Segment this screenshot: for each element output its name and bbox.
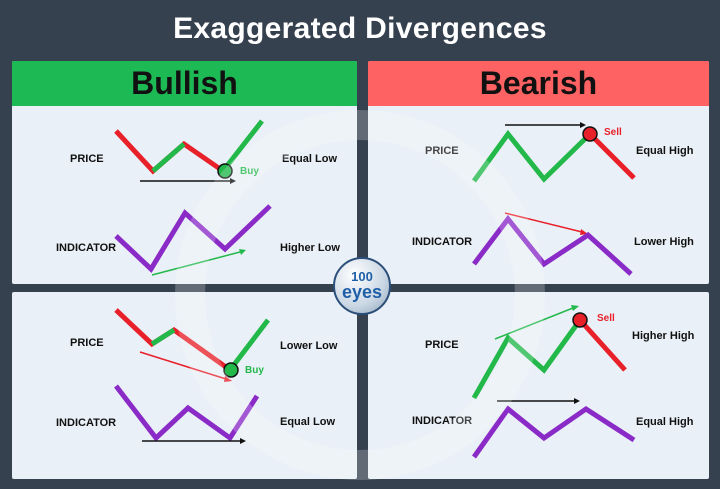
indicator-line <box>114 204 272 273</box>
buy-signal-dot <box>223 362 239 378</box>
indicator-trend-arrow <box>151 251 241 276</box>
buy-signal-label: Buy <box>240 166 259 177</box>
price-line-down <box>114 308 232 373</box>
price-line-drop <box>588 132 636 180</box>
indicator-description: Higher Low <box>280 242 340 254</box>
indicator-trend-arrow <box>504 212 583 233</box>
indicator-line <box>114 384 260 442</box>
sell-signal-label: Sell <box>604 127 622 138</box>
logo-word: eyes <box>341 282 383 302</box>
indicator-label: INDICATOR <box>56 417 117 429</box>
indicator-label: INDICATOR <box>56 242 117 254</box>
price-description: Higher High <box>632 330 695 342</box>
bearish-top-chart <box>471 122 636 276</box>
buy-signal-label: Buy <box>245 365 264 376</box>
price-description: Equal High <box>636 145 694 157</box>
indicator-label: INDICATOR <box>412 415 473 427</box>
price-line-down <box>114 129 225 175</box>
bullish-bottom-chart <box>114 308 270 444</box>
indicator-description: Lower High <box>634 236 694 248</box>
buy-signal-dot <box>217 163 233 179</box>
price-line-rebound <box>228 318 270 372</box>
panel-bearish-equal-high: Bearish PRICE Equal High Sell INDICATOR … <box>368 61 709 284</box>
panel-bullish-equal-low: Bullish PRICE Equal Low Buy INDICATOR Hi… <box>12 61 357 284</box>
panel-bearish-higher-high: PRICE Higher High Sell INDICATOR Equal H… <box>368 292 709 479</box>
indicator-description: Equal High <box>636 416 694 428</box>
price-line-up <box>151 142 186 173</box>
indicator-description: Equal Low <box>280 416 335 428</box>
price-description: Equal Low <box>282 153 337 165</box>
indicator-label: INDICATOR <box>412 236 473 248</box>
price-line-up <box>471 129 592 183</box>
price-trend-arrow <box>139 351 227 380</box>
sell-signal-dot <box>582 126 598 142</box>
bearish-bottom-chart <box>471 305 636 459</box>
price-label: PRICE <box>425 145 459 157</box>
price-line-up <box>471 318 583 400</box>
bullish-top-chart <box>114 119 272 276</box>
price-label: PRICE <box>70 337 104 349</box>
brand-logo: 100 eyes <box>333 257 391 315</box>
price-description: Lower Low <box>280 340 338 352</box>
price-line-drop <box>578 318 627 372</box>
indicator-line <box>471 405 636 459</box>
logo-number: 100 <box>351 269 373 284</box>
price-label: PRICE <box>70 153 104 165</box>
panel-bullish-lower-low: PRICE Lower Low Buy INDICATOR Equal Low <box>12 292 357 479</box>
indicator-line <box>472 214 633 276</box>
price-trend-arrow <box>494 307 574 340</box>
sell-signal-dot <box>572 312 588 328</box>
bullish-header: Bullish <box>12 61 357 106</box>
bearish-header: Bearish <box>368 61 709 106</box>
sell-signal-label: Sell <box>597 313 615 324</box>
price-line-rebound <box>221 119 264 173</box>
page-title: Exaggerated Divergences <box>173 12 547 45</box>
price-line-up <box>150 327 176 347</box>
price-label: PRICE <box>425 339 459 351</box>
